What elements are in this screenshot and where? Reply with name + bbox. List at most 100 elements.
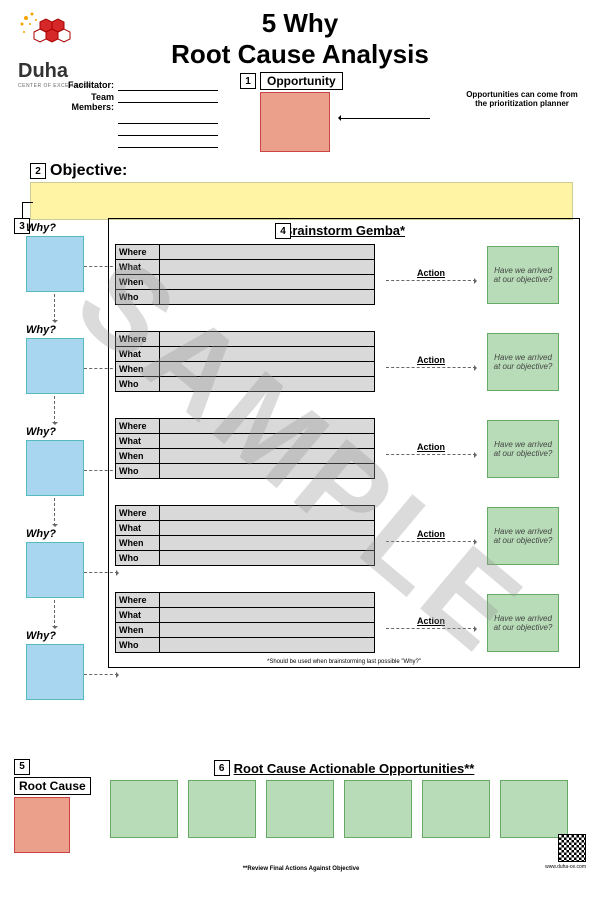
- gemba-field-value[interactable]: [160, 521, 374, 535]
- gemba-field-label: When: [116, 536, 160, 550]
- actionable-box[interactable]: [500, 780, 568, 838]
- step-4-num: 4: [275, 223, 291, 239]
- gemba-field-value[interactable]: [160, 449, 374, 463]
- gemba-field-value[interactable]: [160, 623, 374, 637]
- gemba-field-value[interactable]: [160, 377, 374, 391]
- objective-check-box[interactable]: Have we arrived at our objective?: [487, 246, 559, 304]
- why-label: Why?: [26, 222, 84, 234]
- objective-label: Objective:: [50, 162, 127, 180]
- gemba-field-label: Where: [116, 245, 160, 259]
- gemba-field-value[interactable]: [160, 275, 374, 289]
- gemba-field-value[interactable]: [160, 290, 374, 304]
- gemba-row: WhereWhatWhenWhoActionHave we arrived at…: [115, 331, 573, 392]
- why-column: 3 Why? Why? Why? Why? Why?: [14, 222, 84, 732]
- objective-check-box[interactable]: Have we arrived at our objective?: [487, 420, 559, 478]
- actionable-box[interactable]: [188, 780, 256, 838]
- actionable-box[interactable]: [422, 780, 490, 838]
- opportunity-label: Opportunity: [260, 72, 343, 90]
- why-arrow-down: [54, 498, 55, 526]
- gemba-table[interactable]: WhereWhatWhenWho: [115, 592, 375, 653]
- why-box[interactable]: [26, 236, 84, 292]
- gemba-field-value[interactable]: [160, 536, 374, 550]
- actionable-box[interactable]: [344, 780, 412, 838]
- gemba-field-value[interactable]: [160, 245, 374, 259]
- gemba-field-label: When: [116, 362, 160, 376]
- why-arrow-down: [54, 600, 55, 628]
- why-block: Why?: [14, 630, 84, 700]
- gemba-row: WhereWhatWhenWho Action Have we arrived at…: [115, 592, 573, 653]
- gemba-field-label: Who: [116, 377, 160, 391]
- gemba-field-label: Who: [116, 638, 160, 652]
- step-5-num: 5: [14, 759, 30, 775]
- step-6-num: 6: [214, 760, 230, 776]
- gemba-table[interactable]: WhereWhatWhenWho: [115, 418, 375, 479]
- gemba-field-label: What: [116, 434, 160, 448]
- gemba-field-label: When: [116, 275, 160, 289]
- gemba-field-value[interactable]: [160, 332, 374, 346]
- gemba-row: WhereWhatWhenWhoActionHave we arrived at…: [115, 418, 573, 479]
- gemba-field-label: Where: [116, 419, 160, 433]
- gemba-field-value[interactable]: [160, 608, 374, 622]
- url: www.duha-ce.com: [545, 864, 586, 870]
- root-cause-box[interactable]: [14, 797, 70, 853]
- why-label: Why?: [26, 324, 84, 336]
- why-block: Why?: [14, 528, 84, 598]
- gemba-field-value[interactable]: [160, 434, 374, 448]
- gemba-table[interactable]: WhereWhatWhenWho: [115, 505, 375, 566]
- actionable-box[interactable]: [110, 780, 178, 838]
- gemba-table[interactable]: WhereWhatWhenWho: [115, 331, 375, 392]
- why-label: Why?: [26, 528, 84, 540]
- gemba-field-label: Where: [116, 593, 160, 607]
- gemba-field-value[interactable]: [160, 506, 374, 520]
- gemba-field-value[interactable]: [160, 347, 374, 361]
- objective-section: 2 Objective:: [30, 162, 575, 220]
- gemba-field-value[interactable]: [160, 419, 374, 433]
- objective-check-box[interactable]: Have we arrived at our objective?: [487, 507, 559, 565]
- logo: Duha CENTER OF EXCELLENCE: [18, 10, 118, 89]
- actionable-section: 6 Root Cause Actionable Opportunities**: [110, 760, 578, 838]
- why-label: Why?: [26, 630, 84, 642]
- action-label: Action: [417, 616, 445, 626]
- gemba-field-label: What: [116, 347, 160, 361]
- facilitator-block: Facilitator: Team Members:: [50, 80, 218, 149]
- gemba-field-label: Where: [116, 332, 160, 346]
- root-cause-section: 5 Root Cause: [14, 756, 91, 853]
- actionable-box[interactable]: [266, 780, 334, 838]
- gemba-field-value[interactable]: [160, 593, 374, 607]
- opportunity-note: Opportunities can come from the prioriti…: [462, 90, 582, 108]
- gemba-footnote: *Should be used when brainstorming last …: [109, 659, 579, 665]
- gemba-title: Brainstorm Gemba*: [115, 223, 573, 238]
- gemba-field-label: When: [116, 449, 160, 463]
- objective-check-box[interactable]: Have we arrived at our objective?: [487, 594, 559, 652]
- why-label: Why?: [26, 426, 84, 438]
- gemba-field-label: What: [116, 521, 160, 535]
- gemba-field-label: Who: [116, 551, 160, 565]
- actionable-label: Root Cause Actionable Opportunities**: [234, 761, 475, 776]
- gemba-field-label: What: [116, 260, 160, 274]
- why-block: Why?: [14, 222, 84, 292]
- foot-note: **Review Final Actions Against Objective: [0, 866, 602, 872]
- why-box[interactable]: [26, 338, 84, 394]
- action-arrow: [386, 541, 476, 542]
- action-arrow: [386, 628, 476, 629]
- gemba-field-value[interactable]: [160, 551, 374, 565]
- gemba-field-value[interactable]: [160, 638, 374, 652]
- gemba-field-value[interactable]: [160, 464, 374, 478]
- gemba-field-label: Who: [116, 290, 160, 304]
- gemba-field-value[interactable]: [160, 260, 374, 274]
- why-box[interactable]: [26, 644, 84, 700]
- action-label: Action: [417, 529, 445, 539]
- objective-box[interactable]: [30, 182, 573, 220]
- objective-check-box[interactable]: Have we arrived at our objective?: [487, 333, 559, 391]
- opportunity-box[interactable]: [260, 92, 330, 152]
- gemba-row: WhereWhatWhenWhoActionHave we arrived at…: [115, 244, 573, 305]
- gemba-table[interactable]: WhereWhatWhenWho: [115, 244, 375, 305]
- gemba-field-value[interactable]: [160, 362, 374, 376]
- action-arrow: [386, 454, 476, 455]
- page-title: 5 Why Root Cause Analysis: [130, 8, 470, 70]
- opportunity-section: 1 Opportunity: [240, 72, 343, 152]
- step-2-num: 2: [30, 163, 46, 179]
- why-box[interactable]: [26, 440, 84, 496]
- why-box[interactable]: [26, 542, 84, 598]
- why-block: Why?: [14, 324, 84, 394]
